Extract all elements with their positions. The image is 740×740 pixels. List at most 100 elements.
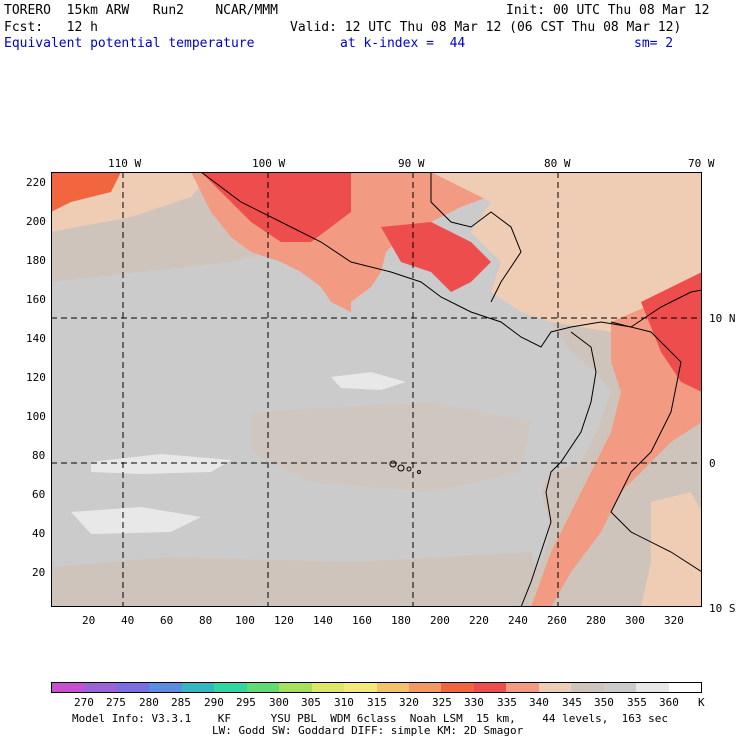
theta-e-field-map [51, 172, 702, 607]
y-tick: 100 [26, 410, 46, 423]
colorbar-tick-label: 330 [464, 696, 484, 709]
colorbar-swatch [181, 683, 215, 692]
level-index: at k-index = 44 [340, 36, 466, 51]
x-tick: 300 [625, 614, 645, 627]
coastline-south-america [520, 331, 597, 607]
model-title: TORERO 15km ARW Run2 NCAR/MMM [4, 3, 278, 18]
init-time: Init: 00 UTC Thu 08 Mar 12 [506, 3, 710, 18]
colorbar-tick-label: 315 [367, 696, 387, 709]
galapagos-islands [389, 460, 421, 474]
x-tick: 100 [235, 614, 255, 627]
caribbean-warm [431, 172, 702, 332]
colorbar-tick-label: 280 [139, 696, 159, 709]
y-tick: 200 [26, 215, 46, 228]
physics-info: LW: Godd SW: Goddard DIFF: simple KM: 2D… [212, 724, 524, 737]
colorbar-tick-label: 295 [236, 696, 256, 709]
cold-patch [91, 454, 231, 474]
valid-time: Valid: 12 UTC Thu 08 Mar 12 (06 CST Thu … [290, 20, 682, 35]
colorbar-swatch [636, 683, 669, 692]
lon-label-90w: 90 W [398, 157, 425, 170]
x-tick: 200 [430, 614, 450, 627]
colorbar-swatch [246, 683, 280, 692]
y-tick: 120 [26, 371, 46, 384]
y-tick: 80 [32, 449, 46, 462]
colorbar-swatch [538, 683, 572, 692]
colorbar-tick-label: 340 [529, 696, 549, 709]
x-tick: 220 [469, 614, 489, 627]
x-tick: 160 [352, 614, 372, 627]
lon-label-100w: 100 W [252, 157, 286, 170]
colorbar-swatch [344, 683, 377, 692]
hot-patch-honduras [381, 222, 491, 292]
warm-band-center [251, 402, 531, 492]
x-tick: 40 [121, 614, 135, 627]
colorbar-tick-label: 270 [74, 696, 94, 709]
coastline-caribbean [430, 172, 522, 303]
colorbar-tick-label: 335 [497, 696, 517, 709]
warm-band-south [51, 552, 551, 607]
x-tick: 260 [547, 614, 567, 627]
warm-andes [531, 282, 702, 607]
y-tick: 60 [32, 488, 46, 501]
colorbar-swatch [506, 683, 539, 692]
colorbar-swatch [473, 683, 507, 692]
x-tick: 180 [391, 614, 411, 627]
warm-amazon [641, 492, 702, 607]
smoothing: sm= 2 [634, 36, 674, 51]
x-tick: 240 [508, 614, 528, 627]
colorbar-tick-label: 290 [204, 696, 224, 709]
colorbar-swatch [668, 683, 702, 692]
colorbar-swatch [149, 683, 182, 692]
colorbar-swatch [603, 683, 637, 692]
hot-patch-colombia [641, 272, 702, 392]
x-tick: 20 [82, 614, 96, 627]
y-tick: 40 [32, 527, 46, 540]
colorbar-tick-label: 355 [627, 696, 647, 709]
colorbar-swatch [571, 683, 604, 692]
colorbar-swatch [52, 683, 85, 692]
colorbar-tick-label: 275 [106, 696, 126, 709]
colorbar-swatch [441, 683, 474, 692]
map-panel [51, 172, 702, 607]
y-tick: 160 [26, 293, 46, 306]
y-tick: 20 [32, 566, 46, 579]
x-tick: 60 [160, 614, 174, 627]
colorbar-swatch [376, 683, 409, 692]
colorbar-swatch [311, 683, 345, 692]
colorbar-tick-label: 305 [301, 696, 321, 709]
colorbar-tick-label: 360 [659, 696, 679, 709]
colorbar [51, 682, 702, 693]
colorbar-tick-label: 320 [399, 696, 419, 709]
y-tick: 180 [26, 254, 46, 267]
cold-patch [331, 372, 406, 390]
lat-label-0: 0 [709, 457, 716, 470]
colorbar-tick-label: 350 [594, 696, 614, 709]
lon-label-70w: 70 W [688, 157, 715, 170]
colorbar-tick-label: 345 [562, 696, 582, 709]
colorbar-tick-label: 310 [334, 696, 354, 709]
lat-label-10n: 10 N [709, 312, 736, 325]
colorbar-unit: K [698, 696, 705, 709]
hot-patch-mexico [201, 172, 351, 242]
colorbar-tick-label: 325 [432, 696, 452, 709]
x-tick: 140 [313, 614, 333, 627]
x-tick: 320 [664, 614, 684, 627]
colorbar-swatch [116, 683, 150, 692]
x-tick: 120 [274, 614, 294, 627]
colorbar-tick-label: 300 [269, 696, 289, 709]
y-tick: 140 [26, 332, 46, 345]
colorbar-swatch [279, 683, 312, 692]
colorbar-swatch [84, 683, 117, 692]
x-tick: 80 [199, 614, 213, 627]
lon-label-80w: 80 W [544, 157, 571, 170]
cold-patch [71, 507, 201, 534]
field-name: Equivalent potential temperature [4, 36, 255, 51]
colorbar-swatch [408, 683, 442, 692]
hot-patch-northwest [51, 172, 121, 212]
lat-lon-grid [51, 172, 702, 607]
colorbar-tick-label: 285 [171, 696, 191, 709]
colorbar-swatch [214, 683, 247, 692]
forecast-hour: Fcst: 12 h [4, 20, 98, 35]
lon-label-110w: 110 W [108, 157, 142, 170]
model-info: Model Info: V3.3.1 KF YSU PBL WDM 6class… [72, 712, 669, 725]
